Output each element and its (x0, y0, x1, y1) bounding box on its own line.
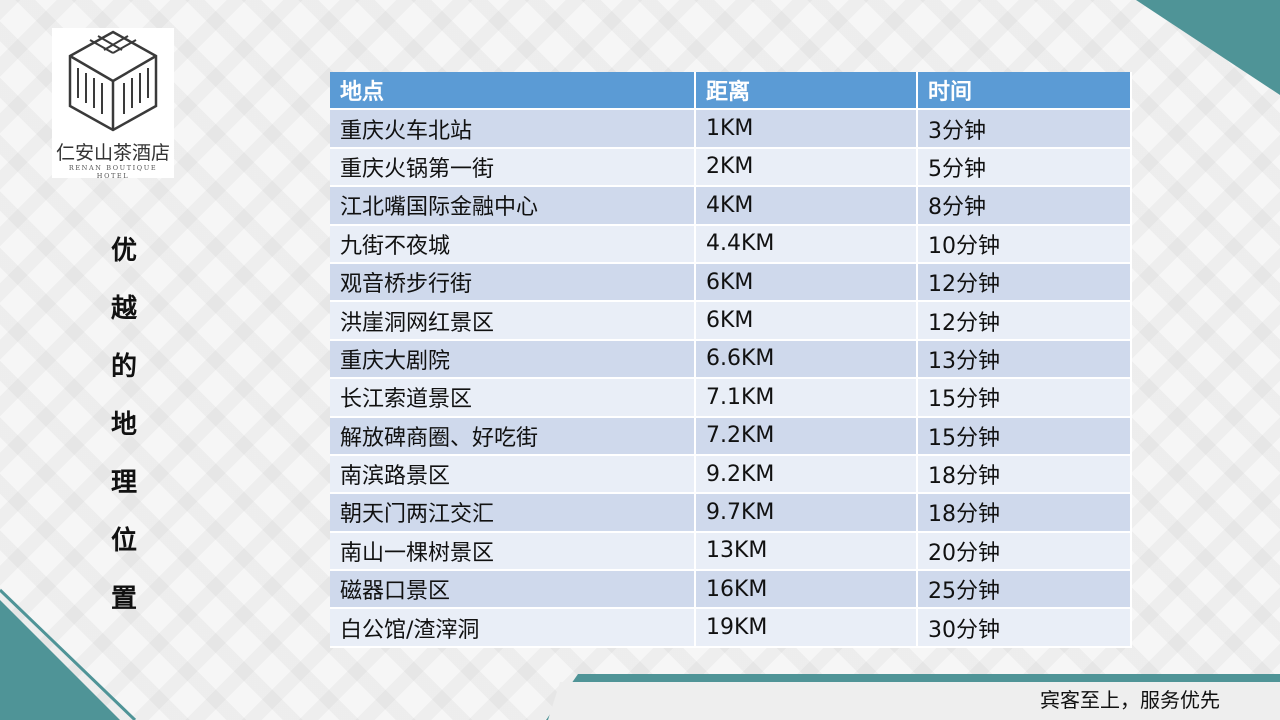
table-row: 重庆火车北站 1KM 3分钟 (330, 110, 1132, 149)
bottom-left-triangle (0, 600, 120, 720)
footer-band-light (548, 682, 1280, 720)
cell-location: 重庆火锅第一街 (330, 148, 696, 188)
vertical-title: 优 越 的 地 理 位 置 (100, 222, 148, 628)
cell-distance: 6.6KM (696, 340, 918, 380)
cell-time: 12分钟 (918, 263, 1132, 303)
title-char: 置 (110, 584, 137, 614)
cell-location: 重庆大剧院 (330, 340, 696, 380)
title-char: 位 (110, 526, 137, 556)
cell-location: 九街不夜城 (330, 225, 696, 264)
cell-distance: 6KM (696, 302, 918, 341)
table-row: 重庆火锅第一街 2KM 5分钟 (330, 148, 1132, 188)
cell-distance: 19KM (696, 609, 918, 648)
cell-distance: 2KM (696, 148, 918, 188)
table-row: 长江索道景区 7.1KM 15分钟 (330, 379, 1132, 418)
title-char: 理 (110, 468, 137, 498)
cell-time: 10分钟 (918, 225, 1132, 264)
title-char: 的 (110, 352, 137, 382)
cell-distance: 7.2KM (696, 417, 918, 456)
cell-location: 重庆火车北站 (330, 110, 696, 149)
table-row: 九街不夜城 4.4KM 10分钟 (330, 225, 1132, 264)
cell-time: 8分钟 (918, 187, 1132, 226)
cell-distance: 7.1KM (696, 379, 918, 418)
cell-time: 30分钟 (918, 609, 1132, 648)
header-time: 时间 (918, 72, 1132, 111)
logo-panel: 仁安山茶酒店 RENAN BOUTIQUE HOTEL (52, 28, 174, 180)
cell-location: 长江索道景区 (330, 379, 696, 418)
hotel-logo-icon (68, 30, 158, 132)
title-char: 地 (110, 410, 137, 440)
title-char: 越 (110, 294, 137, 324)
table-body: 重庆火车北站 1KM 3分钟 重庆火锅第一街 2KM 5分钟 江北嘴国际金融中心 4KM 8分钟… (330, 110, 1132, 648)
table-row: 朝天门两江交汇 9.7KM 18分钟 (330, 494, 1132, 533)
header-location: 地点 (330, 72, 696, 111)
cell-time: 13分钟 (918, 340, 1132, 380)
title-char: 优 (110, 236, 137, 266)
cell-location: 南滨路景区 (330, 455, 696, 495)
cell-time: 15分钟 (918, 417, 1132, 456)
cell-location: 解放碑商圈、好吃街 (330, 417, 696, 456)
cell-time: 20分钟 (918, 532, 1132, 572)
cell-location: 南山一棵树景区 (330, 532, 696, 572)
cell-distance: 16KM (696, 571, 918, 610)
cell-time: 25分钟 (918, 571, 1132, 610)
cell-time: 15分钟 (918, 379, 1132, 418)
top-right-triangle (1136, 0, 1280, 95)
table-row: 解放碑商圈、好吃街 7.2KM 15分钟 (330, 417, 1132, 456)
footer-slogan: 宾客至上，服务优先 (1040, 688, 1220, 712)
cell-time: 12分钟 (918, 302, 1132, 341)
table-row: 磁器口景区 16KM 25分钟 (330, 571, 1132, 610)
cell-location: 白公馆/渣滓洞 (330, 609, 696, 648)
cell-location: 洪崖洞网红景区 (330, 302, 696, 341)
cell-distance: 4KM (696, 187, 918, 226)
table-row: 白公馆/渣滓洞 19KM 30分钟 (330, 609, 1132, 648)
cell-location: 朝天门两江交汇 (330, 494, 696, 533)
header-distance: 距离 (696, 72, 918, 111)
table-row: 江北嘴国际金融中心 4KM 8分钟 (330, 187, 1132, 226)
hotel-subtitle: RENAN BOUTIQUE HOTEL (68, 164, 158, 180)
cell-distance: 13KM (696, 532, 918, 572)
table-row: 观音桥步行街 6KM 12分钟 (330, 263, 1132, 303)
table-row: 重庆大剧院 6.6KM 13分钟 (330, 340, 1132, 380)
cell-location: 观音桥步行街 (330, 263, 696, 303)
cell-location: 江北嘴国际金融中心 (330, 187, 696, 226)
cell-distance: 4.4KM (696, 225, 918, 264)
cell-location: 磁器口景区 (330, 571, 696, 610)
cell-distance: 6KM (696, 263, 918, 303)
hotel-name: 仁安山茶酒店 (55, 142, 170, 164)
cell-distance: 9.2KM (696, 455, 918, 495)
table-row: 南山一棵树景区 13KM 20分钟 (330, 532, 1132, 572)
table-row: 南滨路景区 9.2KM 18分钟 (330, 455, 1132, 495)
bottom-left-line (0, 588, 137, 720)
table-header-row: 地点 距离 时间 (330, 72, 1132, 111)
cell-time: 5分钟 (918, 148, 1132, 188)
cell-time: 18分钟 (918, 455, 1132, 495)
cell-time: 18分钟 (918, 494, 1132, 533)
table-row: 洪崖洞网红景区 6KM 12分钟 (330, 302, 1132, 341)
cell-distance: 1KM (696, 110, 918, 149)
location-table: 地点 距离 时间 重庆火车北站 1KM 3分钟 重庆火锅第一街 2KM 5分钟 江北嘴国际金… (330, 72, 1132, 648)
cell-time: 3分钟 (918, 110, 1132, 149)
cell-distance: 9.7KM (696, 494, 918, 533)
